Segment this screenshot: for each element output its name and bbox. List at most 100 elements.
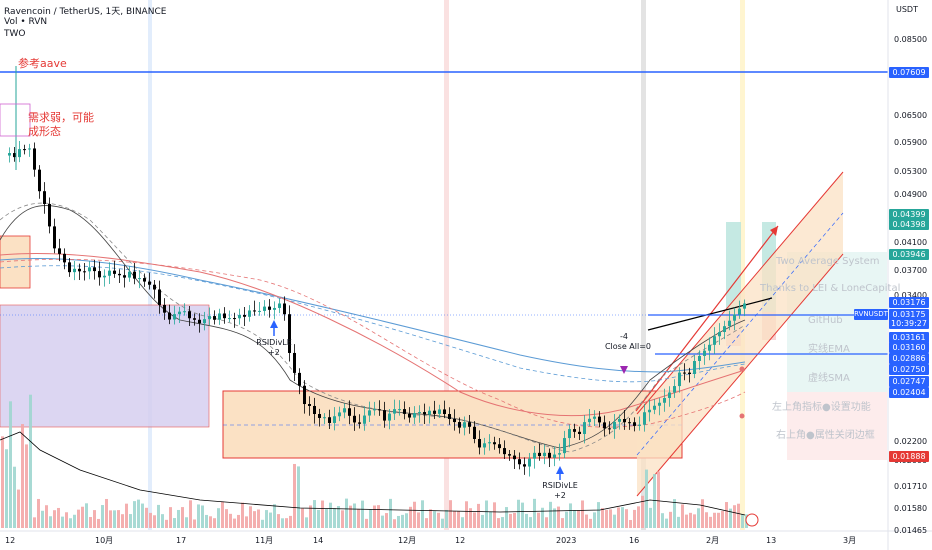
candle-body xyxy=(173,314,176,320)
volume-bar xyxy=(213,518,216,528)
volume-bar xyxy=(597,502,600,528)
price-tag: 10:39:27 xyxy=(889,318,929,329)
time-tick: 12 xyxy=(455,536,465,545)
volume-bar xyxy=(573,510,576,528)
volume-bar xyxy=(5,449,8,528)
volume-bar xyxy=(121,514,124,528)
volume-bar xyxy=(185,517,188,528)
volume-bar xyxy=(601,508,604,528)
candle-body xyxy=(238,314,241,319)
volume-bar xyxy=(297,466,300,528)
volume-bar xyxy=(77,509,80,528)
candle-body xyxy=(743,303,746,309)
candle-body xyxy=(478,438,481,448)
volume-bar xyxy=(637,506,640,528)
candle-body xyxy=(333,416,336,423)
candle-body xyxy=(198,319,201,324)
note-line-1: 需求弱，可能 xyxy=(28,111,94,124)
volume-bar xyxy=(253,511,256,528)
candle-body xyxy=(733,314,736,321)
candle-body xyxy=(73,268,76,273)
volume-bar xyxy=(309,505,312,528)
price-tick: 0.05300 xyxy=(894,167,927,176)
rsidivle-label-1: RSIDivLE xyxy=(256,338,292,347)
price-tag: 0.02404 xyxy=(889,387,929,398)
volume-bar xyxy=(621,507,624,528)
two-indicator-label[interactable]: TWO xyxy=(4,29,26,39)
candle-body xyxy=(398,409,401,411)
candle-body xyxy=(643,412,646,425)
price-tag: 0.07609 xyxy=(889,67,929,78)
volume-bar xyxy=(341,510,344,528)
volume-bar xyxy=(45,505,48,528)
volume-bar xyxy=(193,519,196,528)
candle-body xyxy=(453,418,456,423)
volume-bar xyxy=(325,509,328,528)
candle-body xyxy=(263,306,266,311)
volume-bar xyxy=(61,516,64,528)
candle-body xyxy=(143,278,146,282)
legend-github[interactable]: GitHub xyxy=(808,315,843,326)
volume-bar xyxy=(265,510,268,528)
volume-bar xyxy=(49,516,52,528)
marker-red-1 xyxy=(739,366,745,372)
candle-body xyxy=(243,314,246,317)
candle-body xyxy=(668,392,671,399)
range-box-purple xyxy=(0,304,210,428)
symbol-title[interactable]: Ravencoin / TetherUS, 1天, BINANCE xyxy=(4,7,167,17)
candle-body xyxy=(318,413,321,418)
candle-body xyxy=(378,409,381,411)
candle-body xyxy=(698,355,701,361)
candle-body xyxy=(423,412,426,415)
volume-bar xyxy=(117,510,120,528)
candle-body xyxy=(363,415,366,424)
volume-bar xyxy=(329,502,332,528)
candle-body xyxy=(148,281,151,285)
volume-bar xyxy=(525,513,528,528)
time-tick: 17 xyxy=(176,536,186,545)
candle-body xyxy=(653,405,656,410)
time-tick: 3月 xyxy=(843,536,856,545)
volume-bar xyxy=(685,514,688,528)
candle-body xyxy=(528,458,531,467)
time-tick: 2023 xyxy=(556,536,576,545)
volume-bar xyxy=(25,444,28,528)
candle-body xyxy=(413,413,416,418)
volume-bar xyxy=(725,502,728,528)
candle-body xyxy=(658,402,661,406)
candle-body xyxy=(633,422,636,426)
volume-bar xyxy=(565,511,568,528)
volume-bar xyxy=(409,506,412,528)
candle-body xyxy=(418,412,421,414)
volume-bar xyxy=(641,495,644,528)
candle-body xyxy=(298,372,301,386)
candle-body xyxy=(48,203,51,227)
volume-bar xyxy=(417,512,420,528)
volume-bar xyxy=(357,508,360,528)
candle-body xyxy=(88,267,91,272)
volume-bar xyxy=(377,505,380,528)
candle-body xyxy=(228,318,231,320)
volume-bar xyxy=(633,509,636,528)
volume-indicator-label[interactable]: Vol • RVN xyxy=(4,17,48,27)
volume-bar xyxy=(321,500,324,528)
highlight-band xyxy=(444,0,449,530)
volume-bar xyxy=(413,501,416,528)
time-tick: 2月 xyxy=(706,536,719,545)
volume-bar xyxy=(317,509,320,528)
volume-bar xyxy=(649,507,652,528)
volume-bar xyxy=(469,508,472,528)
close-all-arrow xyxy=(620,366,628,374)
price-tag: 0.02750 xyxy=(889,364,929,375)
candle-body xyxy=(533,452,536,459)
volume-bar xyxy=(405,513,408,528)
volume-bar xyxy=(369,509,372,528)
rsidivle-arrow-2 xyxy=(556,466,564,474)
candle-body xyxy=(58,248,61,254)
volume-bar xyxy=(449,500,452,528)
volume-bar xyxy=(153,515,156,528)
volume-bar xyxy=(141,503,144,528)
price-tick: 0.05900 xyxy=(894,138,927,147)
